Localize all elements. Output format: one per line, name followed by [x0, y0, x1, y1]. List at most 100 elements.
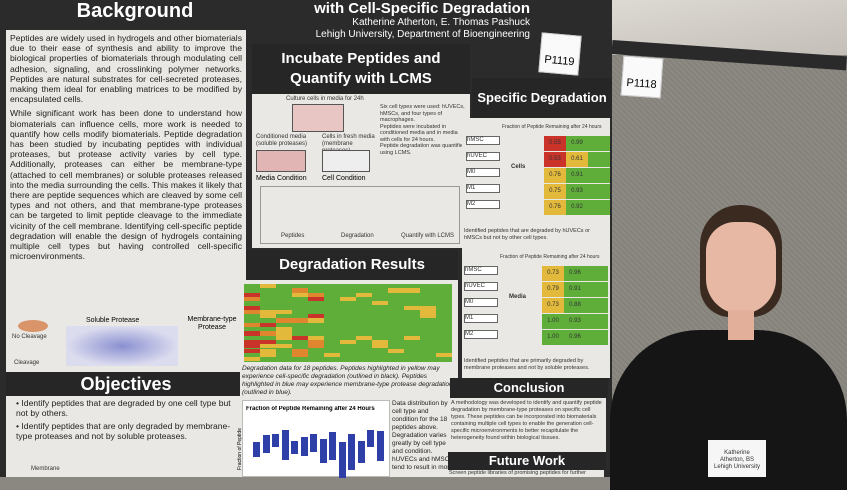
heatmap-cell	[324, 335, 340, 340]
heatmap-cell	[356, 335, 372, 340]
heatmap-cell	[260, 301, 276, 306]
boxplot-box	[300, 437, 308, 456]
heatmap-cell	[356, 305, 372, 310]
heatmap-cell	[324, 292, 340, 297]
heatmap-cell	[292, 335, 308, 340]
table-value-cell	[588, 184, 610, 199]
table-group-label: Cells	[511, 164, 526, 170]
heatmap-cell	[244, 352, 260, 358]
heatmap-cell	[372, 292, 388, 297]
heatmap-cell	[244, 339, 260, 345]
degradation-label: Degradation	[341, 233, 374, 239]
heatmap-cell	[372, 309, 388, 315]
table-value-cell: 1.00	[542, 314, 564, 329]
heatmap-cell	[244, 301, 260, 306]
boxplot-box	[367, 430, 374, 448]
heatmap-cell	[372, 288, 388, 293]
heatmap-cell	[404, 288, 420, 293]
table-title: Fraction of Peptide Remaining after 24 h…	[502, 124, 602, 130]
boxplot-box	[329, 432, 336, 460]
heatmap-cell	[356, 331, 372, 336]
boxplot-box	[310, 434, 317, 452]
heatmap-cell	[388, 322, 404, 327]
heatmap-cell	[356, 352, 372, 358]
heatmap-cell	[292, 284, 308, 289]
culture-label: Culture cells in media for 24h	[286, 96, 364, 102]
heatmap-cell	[276, 352, 292, 358]
table-value-cell: 0.55	[544, 136, 566, 151]
heatmap-cell	[388, 296, 404, 302]
heatmap-cell	[388, 335, 404, 340]
boxplot-box	[319, 439, 327, 464]
heatmap-cell	[404, 352, 420, 358]
heatmap-cell	[436, 309, 452, 315]
heatmap-cell	[244, 288, 260, 293]
table-value-cell	[586, 298, 608, 313]
heatmap-cell	[324, 288, 340, 293]
heatmap-cell	[372, 344, 388, 349]
future-panel: Screen peptide libraries of promising pe…	[446, 470, 604, 477]
heatmap-cell	[404, 357, 420, 362]
heatmap-cell	[324, 357, 340, 362]
heatmap-cell	[436, 331, 452, 336]
heatmap-cell	[292, 331, 308, 336]
heatmap-cell	[420, 296, 436, 302]
heatmap-cell	[340, 344, 356, 349]
heatmap-cell	[420, 335, 436, 340]
heatmap-cell	[260, 335, 276, 340]
table-row-label: M2	[466, 200, 500, 209]
heatmap-cell	[388, 314, 404, 319]
heatmap-cell	[308, 357, 324, 362]
heatmap-cell	[308, 305, 324, 310]
incubate-panel: Culture cells in media for 24h Condition…	[252, 94, 470, 248]
heatmap-cell	[404, 318, 420, 323]
heatmap-cell	[340, 288, 356, 293]
heatmap-cell	[436, 301, 452, 306]
table-group-label: Media	[509, 294, 527, 300]
table-value-cell: 0.91	[566, 168, 588, 183]
boxplot-box	[262, 435, 270, 453]
heatmap-cell	[420, 292, 436, 297]
heatmap-cell	[436, 284, 452, 289]
table-value-cell: 0.99	[566, 136, 588, 151]
heatmap-cell	[308, 352, 324, 358]
heatmap-cell	[404, 314, 420, 319]
specific-caption-2: Identified peptides that are primarily d…	[464, 358, 590, 371]
heatmap-cell	[372, 305, 388, 310]
person-face	[706, 222, 776, 314]
heatmap-cell	[436, 322, 452, 327]
heatmap-cell	[388, 331, 404, 336]
heatmap-cell	[420, 305, 436, 310]
heatmap-cell	[292, 322, 308, 327]
heatmap-cell	[244, 348, 260, 353]
table-row-label: hUVEC	[464, 282, 498, 291]
heatmap-cell	[404, 296, 420, 302]
boxplot-box	[272, 434, 279, 447]
heatmap-cell	[356, 327, 372, 332]
peptides-label: Peptides	[281, 233, 305, 239]
chart-title: Fraction of Peptide Remaining after 24 H…	[246, 406, 375, 412]
heatmap-cell	[308, 344, 324, 349]
heatmap-cell	[276, 327, 292, 332]
cell-condition-figure	[322, 150, 370, 172]
heatmap-cell	[340, 305, 356, 310]
objectives-panel: • Identify peptides that are degraded by…	[6, 396, 246, 477]
table-value-cell	[588, 200, 610, 215]
incubate-bullet: Peptides were incubated in conditioned m…	[380, 123, 458, 143]
heatmap-cell	[420, 284, 436, 289]
heatmap-cell	[420, 322, 436, 327]
heatmap-cell	[340, 284, 356, 289]
heatmap-cell	[372, 318, 388, 323]
heatmap-cell	[420, 348, 436, 353]
heatmap-cell	[372, 322, 388, 327]
heatmap-cell	[436, 296, 452, 302]
specific-caption-1: Identified peptides that are degraded by…	[464, 228, 590, 241]
table-value-cell: 0.53	[544, 152, 566, 167]
poster-number-tag: P1119	[538, 32, 582, 76]
background-heading: Background	[76, 0, 194, 22]
boxplot-box	[376, 431, 384, 462]
heatmap-cell	[324, 309, 340, 315]
heatmap-cell	[292, 352, 308, 358]
heatmap-cell	[244, 327, 260, 332]
heatmap-cell	[340, 352, 356, 358]
